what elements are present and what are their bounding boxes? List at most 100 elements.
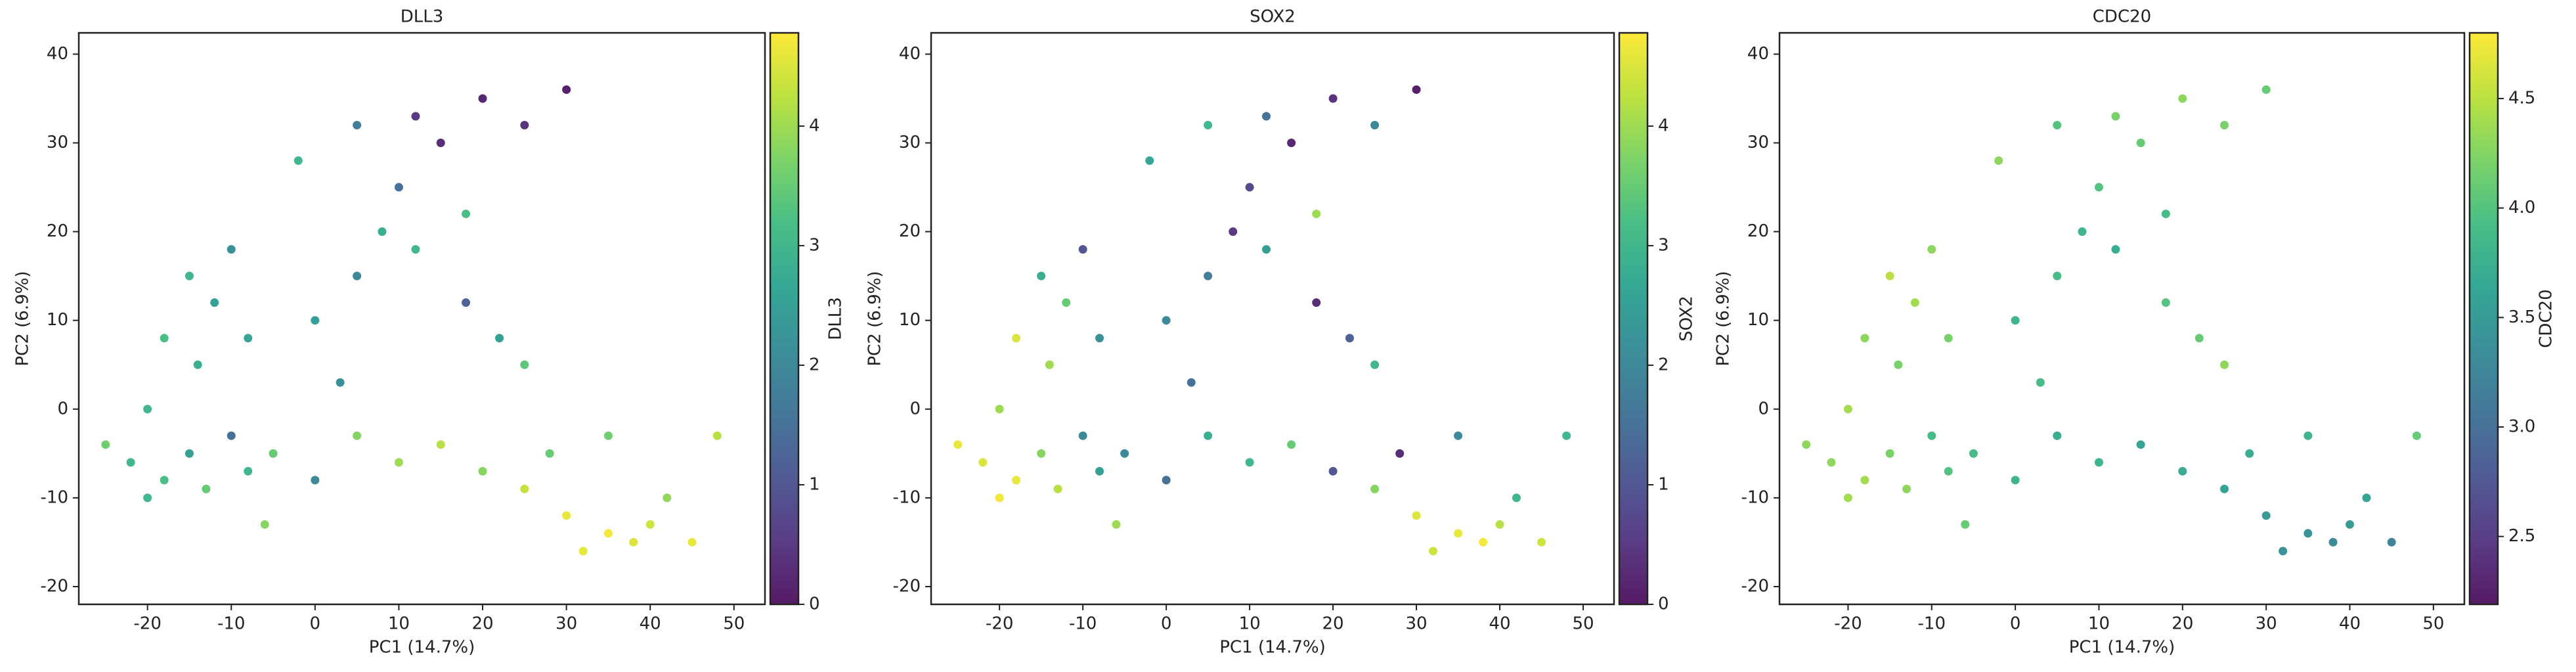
scatter-point (1495, 520, 1504, 529)
y-tick-label: -20 (41, 576, 68, 596)
x-tick-label: 50 (2422, 614, 2444, 634)
scatter-point (1204, 120, 1213, 129)
scatter-point (1053, 484, 1062, 493)
scatter-point (1078, 431, 1087, 440)
scatter-point (2136, 139, 2145, 148)
x-tick-label: 0 (310, 614, 321, 634)
y-tick-label: -20 (893, 576, 921, 596)
scatter-point (244, 466, 253, 476)
scatter-point (2178, 94, 2187, 103)
scatter-point (1312, 210, 1321, 219)
scatter-point (1370, 360, 1380, 369)
scatter-point (1944, 334, 1953, 343)
colorbar-frame (769, 32, 800, 606)
x-tick-label: 40 (2339, 614, 2361, 634)
scatter-point (126, 458, 135, 467)
scatter-point (603, 431, 613, 440)
scatter-point (1145, 156, 1154, 166)
scatter-point (2053, 120, 2062, 129)
scatter-point (663, 493, 672, 503)
scatter-point (1045, 360, 1054, 369)
scatter-point (1412, 511, 1421, 520)
scatter-point (953, 440, 963, 449)
y-tick-label: -20 (1741, 576, 1769, 596)
scatter-point (101, 440, 110, 449)
x-tick-label: 50 (1572, 614, 1594, 634)
scatter-point (1927, 431, 1936, 440)
scatter-point (995, 405, 1004, 414)
scatter-point (1860, 334, 1869, 343)
x-tick-label: -10 (217, 614, 245, 634)
scatter-point (1287, 139, 1296, 148)
scatter-point (2245, 449, 2254, 458)
scatter-point (995, 493, 1004, 503)
colorbar-tick-label: 0 (809, 594, 820, 614)
scatter-point (1370, 484, 1380, 493)
scatter-point (2011, 476, 2020, 485)
x-tick-label: 20 (2172, 614, 2193, 634)
scatter-point (603, 529, 613, 538)
scatter-point (1162, 316, 1171, 325)
x-axis-label: PC1 (14.7%) (2069, 638, 2175, 658)
scatter-point (202, 484, 211, 493)
scatter-point (2178, 466, 2187, 476)
scatter-point (1095, 334, 1104, 343)
y-tick-label: 10 (899, 310, 921, 330)
scatter-point (244, 334, 253, 343)
y-tick-label: 0 (909, 399, 921, 418)
scatter-point (227, 245, 236, 254)
x-tick-label: -10 (1918, 614, 1946, 634)
y-tick-label: 10 (1747, 310, 1769, 330)
scatter-point (1037, 271, 1046, 280)
scatter-point (227, 431, 236, 440)
scatter-point (562, 85, 571, 94)
x-tick-label: 10 (388, 614, 410, 634)
x-tick-label: 10 (1239, 614, 1261, 634)
scatter-point (1345, 334, 1354, 343)
scatter-point (1245, 458, 1254, 467)
scatter-point (336, 378, 345, 387)
colorbar (770, 33, 798, 604)
y-tick-label: 0 (1758, 399, 1769, 418)
scatter-point (1245, 183, 1254, 192)
scatter-point (1994, 156, 2003, 166)
scatter-point (1537, 537, 1546, 547)
scatter-point (2362, 493, 2371, 503)
scatter-point (394, 183, 403, 192)
x-tick-label: -10 (1069, 614, 1097, 634)
colorbar-tick-label: 3.0 (2508, 417, 2535, 437)
scatter-point (160, 476, 169, 485)
scatter-point (311, 476, 320, 485)
colorbar-tick-label: 2 (809, 355, 820, 374)
scatter-point (2194, 334, 2204, 343)
x-tick-label: -20 (1834, 614, 1862, 634)
scatter-point (185, 271, 194, 280)
scatter-point (436, 440, 445, 449)
scatter-point (520, 360, 529, 369)
scatter-point (1261, 245, 1271, 254)
scatter-point (2053, 271, 2062, 280)
scatter-point (436, 139, 445, 148)
scatter-point (2053, 431, 2062, 440)
scatter-point (143, 493, 152, 503)
scatter-point (1370, 120, 1380, 129)
scatter-point (2111, 112, 2120, 121)
y-tick-label: 40 (1747, 44, 1769, 64)
x-tick-label: 30 (1406, 614, 1428, 634)
scatter-point (269, 449, 278, 458)
scatter-point (1944, 466, 1953, 476)
scatter-point (2136, 440, 2145, 449)
scatter-point (1512, 493, 1521, 503)
scatter-point (2036, 378, 2045, 387)
y-tick-label: -10 (893, 487, 921, 507)
scatter-point (210, 298, 219, 307)
x-tick-label: -20 (986, 614, 1013, 634)
scatter-point (311, 316, 320, 325)
colorbar-tick-label: 4 (1658, 116, 1669, 135)
scatter-point (545, 449, 554, 458)
scatter-point (260, 520, 269, 529)
scatter-point (978, 458, 988, 467)
colorbar-tick-label: 1 (1658, 474, 1669, 494)
x-tick-label: 20 (471, 614, 493, 634)
